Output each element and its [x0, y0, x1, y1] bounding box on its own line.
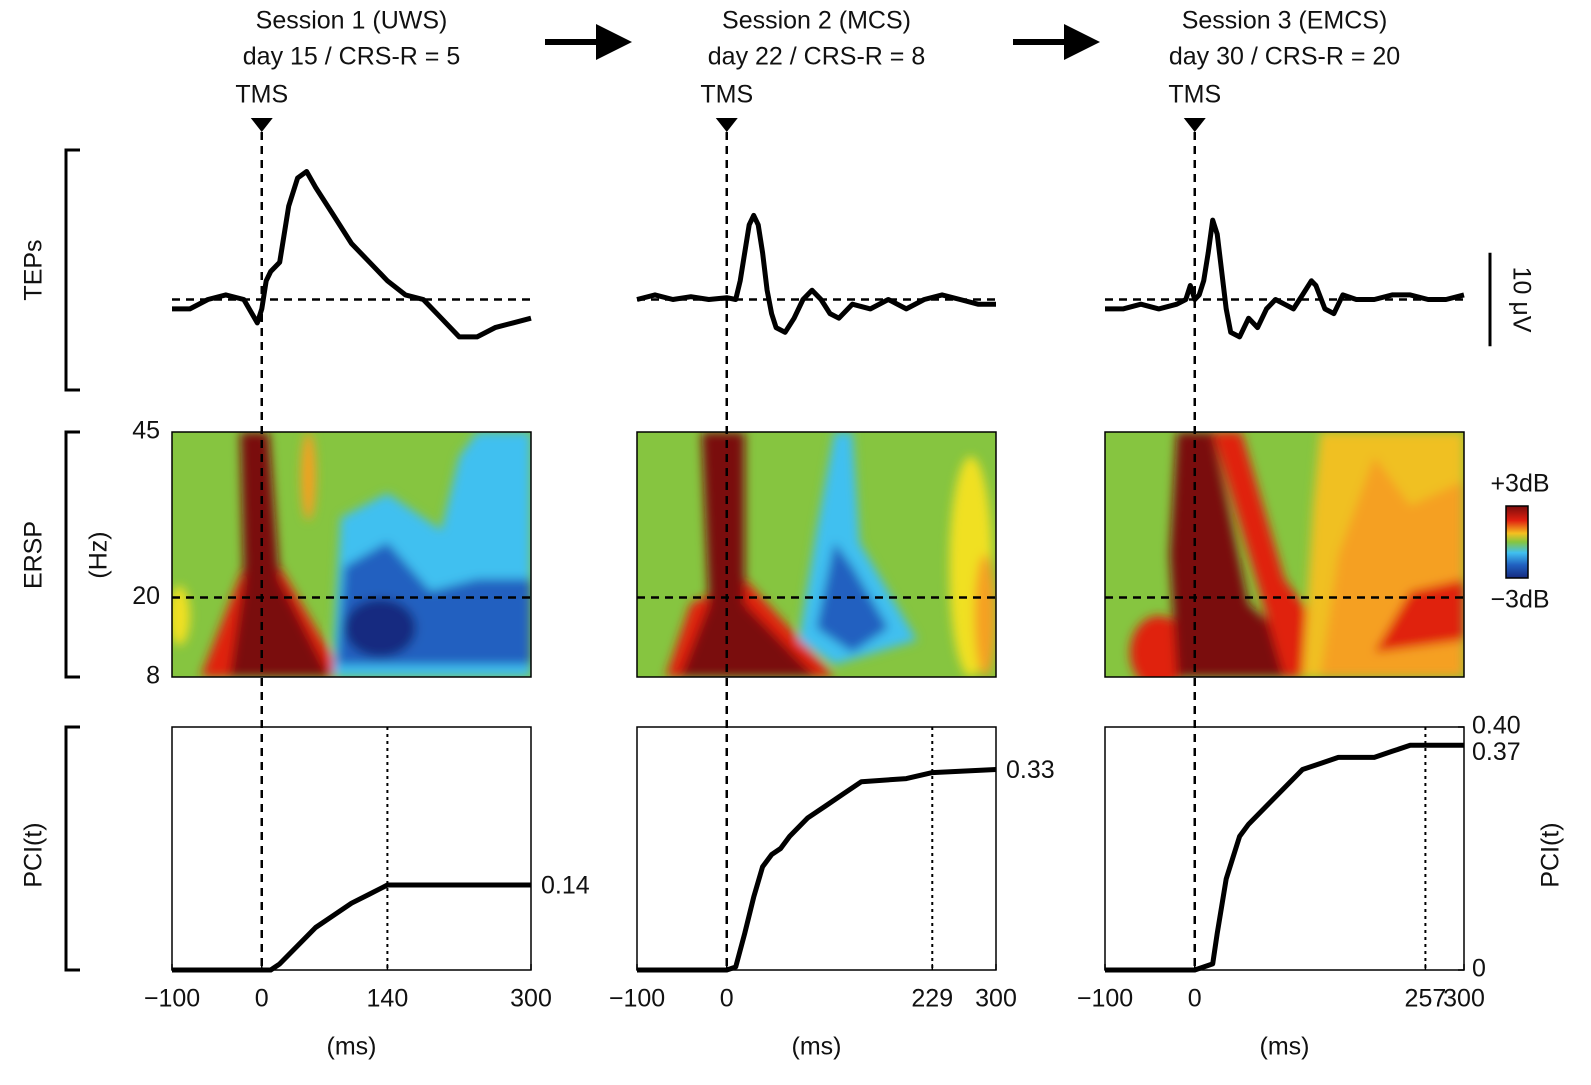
heatmap-region	[974, 554, 996, 677]
x-tick-label: 140	[367, 985, 409, 1013]
x-tick-label: −100	[144, 985, 200, 1013]
value-label: 0.33	[1006, 756, 1055, 784]
heatmap-region	[1130, 615, 1188, 677]
colorbar-label: +3dB	[1490, 470, 1549, 498]
x-tick-label: 229	[911, 985, 953, 1013]
y-tick-label: 0.40	[1472, 712, 1521, 740]
tep-line	[172, 169, 532, 340]
session-subtitle: day 30 / CRS-R = 20	[1169, 43, 1400, 71]
stim-label: TMS	[700, 81, 753, 109]
axis-label: PCI(t)	[1537, 822, 1565, 887]
heatmap-region	[344, 598, 417, 658]
heatmap-region	[1212, 432, 1357, 677]
scale-bar-label: 10 μV	[1507, 267, 1535, 333]
stim-marker	[715, 118, 738, 132]
y-tick-label: 8	[146, 662, 160, 690]
stim-label: TMS	[235, 81, 288, 109]
heatmap-region	[172, 586, 190, 646]
session-subtitle: day 15 / CRS-R = 5	[243, 43, 460, 71]
x-tick-label: 300	[1443, 985, 1485, 1013]
x-tick-label: 0	[255, 985, 269, 1013]
bracket	[64, 725, 80, 972]
heatmap-region	[1169, 432, 1328, 677]
session-subtitle: day 22 / CRS-R = 8	[708, 43, 925, 71]
heatmap-region	[680, 432, 817, 677]
x-tick-label: 257	[1405, 985, 1447, 1013]
x-tick-label: 300	[975, 985, 1017, 1013]
tep-line	[1105, 217, 1465, 340]
stim-marker	[1183, 118, 1206, 132]
colorbar-label: −3dB	[1490, 586, 1549, 614]
bracket	[64, 430, 80, 679]
tep-line	[636, 212, 996, 335]
plot-frame	[636, 726, 997, 971]
pci-line	[1105, 742, 1464, 973]
y-tick-label: 45	[132, 417, 160, 445]
y-tick-label: 20	[132, 582, 160, 610]
pci-line	[637, 767, 997, 973]
x-tick-label: 0	[720, 985, 734, 1013]
plot-frame	[171, 726, 532, 971]
x-tick-label: −100	[1077, 985, 1133, 1013]
session-title: Session 1 (UWS)	[256, 7, 448, 35]
x-axis-label: (ms)	[1260, 1033, 1310, 1061]
stim-label: TMS	[1168, 81, 1221, 109]
x-axis-label: (ms)	[327, 1033, 377, 1061]
heatmap-blobs	[1130, 432, 1464, 677]
unit-label: (Hz)	[85, 531, 113, 578]
heatmap-region	[301, 432, 316, 521]
session-title: Session 2 (MCS)	[722, 7, 911, 35]
value-label: 0.14	[541, 872, 590, 900]
y-tick-label: 0.37	[1472, 738, 1521, 766]
heatmap	[172, 432, 531, 677]
row-label: ERSP	[20, 521, 48, 589]
pci-line	[172, 882, 531, 973]
heatmap	[637, 432, 996, 677]
stim-marker	[250, 118, 273, 132]
heatmap-blobs	[172, 432, 531, 677]
heatmap-frame	[636, 431, 997, 678]
x-axis-label: (ms)	[792, 1033, 842, 1061]
heatmap-frame	[171, 431, 532, 678]
heatmap	[1105, 432, 1464, 677]
row-label: TEPs	[20, 239, 48, 300]
heatmap-frame	[1104, 431, 1465, 678]
x-tick-label: 300	[510, 985, 552, 1013]
x-tick-label: 0	[1188, 985, 1202, 1013]
session-title: Session 3 (EMCS)	[1182, 7, 1388, 35]
row-label: PCI(t)	[20, 822, 48, 887]
colorbar	[1505, 505, 1529, 579]
heatmap-region	[229, 432, 330, 677]
bracket	[64, 148, 80, 392]
x-tick-label: −100	[609, 985, 665, 1013]
y-tick-label: 0	[1472, 955, 1486, 983]
plot-frame	[1104, 726, 1465, 971]
